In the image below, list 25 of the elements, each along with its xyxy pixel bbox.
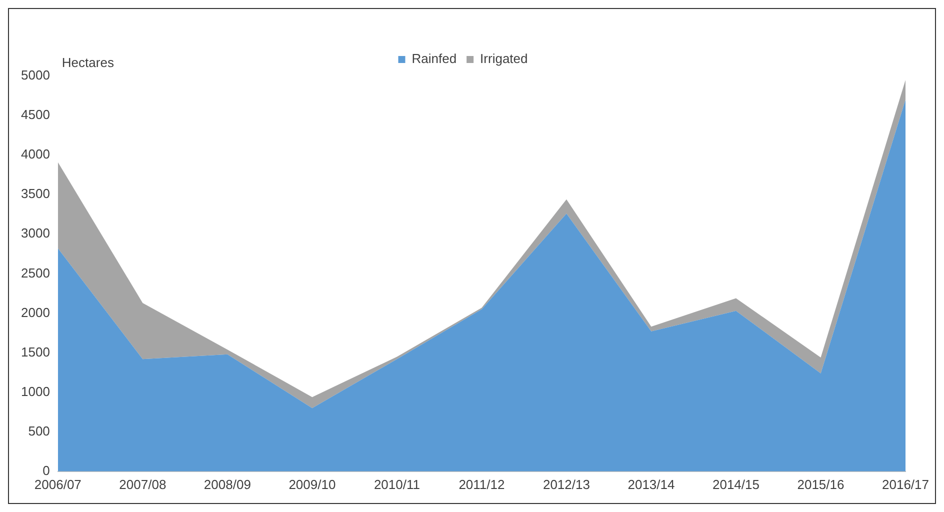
y-tick-label: 1000 [21, 384, 50, 399]
x-tick-label: 2016/17 [882, 476, 930, 492]
x-tick-label: 2013/14 [628, 476, 675, 492]
y-tick-label: 0 [42, 462, 50, 478]
y-tick-label: 500 [28, 423, 50, 438]
y-tick-label: 1500 [21, 344, 50, 360]
x-tick-label: 2014/15 [712, 476, 760, 492]
x-tick-label: 2011/12 [458, 476, 505, 492]
y-tick-label: 4000 [21, 146, 50, 162]
y-axis-title: Hectares [62, 55, 114, 70]
y-tick-label: 2500 [21, 265, 50, 280]
y-tick-label: 5000 [21, 68, 50, 83]
x-tick-label: 2007/08 [119, 476, 166, 492]
y-tick-label: 3500 [21, 186, 50, 202]
y-tick-label: 4500 [21, 107, 50, 122]
x-tick-label: 2010/11 [374, 476, 420, 492]
x-tick-label: 2008/09 [204, 476, 251, 492]
y-tick-label: 2000 [21, 304, 50, 320]
x-tick-label: 2015/16 [797, 476, 844, 492]
y-tick-label: 3000 [21, 226, 50, 241]
legend-label: Rainfed [412, 51, 457, 66]
x-tick-label: 2006/07 [34, 476, 82, 492]
legend-label: Irrigated [480, 51, 528, 66]
x-tick-label: 2012/13 [542, 476, 590, 492]
x-tick-label: 2009/10 [288, 476, 336, 492]
